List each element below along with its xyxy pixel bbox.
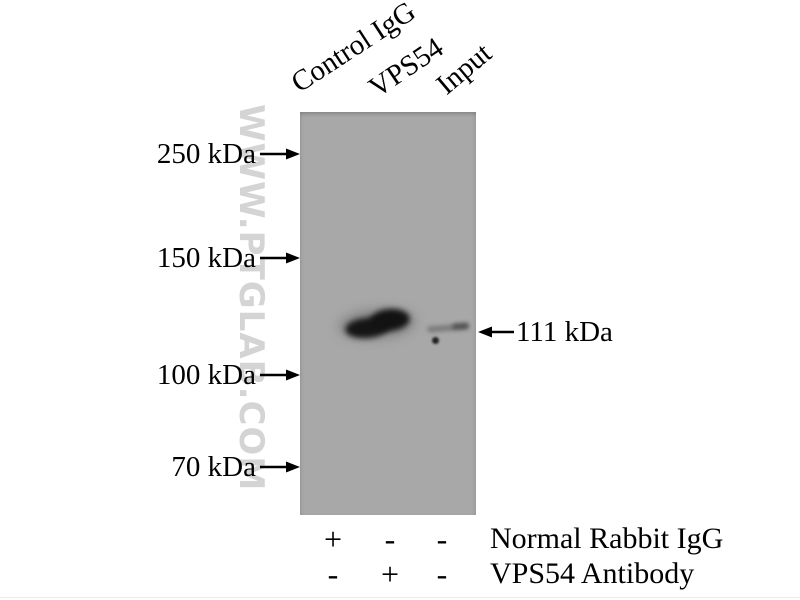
band-annotation-label: 111 kDa: [516, 316, 613, 348]
treatment-row-vps54-antibody: - + - VPS54 Antibody: [0, 556, 800, 592]
treatment-symbol: -: [327, 556, 339, 592]
mw-label-100: 100 kDa: [156, 359, 256, 391]
treatment-symbol: -: [436, 556, 448, 592]
treatment-symbol: -: [436, 521, 448, 557]
arrow-right-icon: [260, 148, 300, 160]
mw-marker-row-250: 250 kDa: [0, 138, 300, 170]
figure-bottom-border: [0, 597, 800, 598]
arrow-right-icon: [260, 252, 300, 264]
treatment-row-label: Normal Rabbit IgG: [490, 522, 724, 555]
treatment-row-normal-rabbit-igg: + - - Normal Rabbit IgG: [0, 521, 800, 557]
arrow-right-icon: [260, 369, 300, 381]
treatment-symbol: -: [384, 521, 396, 557]
band-vps54-strong: [337, 305, 417, 343]
mw-label-250: 250 kDa: [156, 138, 256, 170]
band-input-faint-dark-tip: [451, 322, 470, 330]
treatment-symbol: +: [323, 521, 343, 557]
arrow-left-icon: [478, 326, 514, 338]
treatment-row-label: VPS54 Antibody: [490, 557, 695, 590]
band-input-speck: [432, 337, 439, 344]
treatment-symbol: +: [380, 556, 400, 592]
mw-label-70: 70 kDa: [171, 451, 256, 483]
blot-membrane: [300, 112, 476, 515]
mw-marker-row-70: 70 kDa: [0, 451, 300, 483]
mw-label-150: 150 kDa: [156, 242, 256, 274]
arrow-right-icon: [260, 461, 300, 473]
mw-marker-row-100: 100 kDa: [0, 359, 300, 391]
mw-marker-row-150: 150 kDa: [0, 242, 300, 274]
